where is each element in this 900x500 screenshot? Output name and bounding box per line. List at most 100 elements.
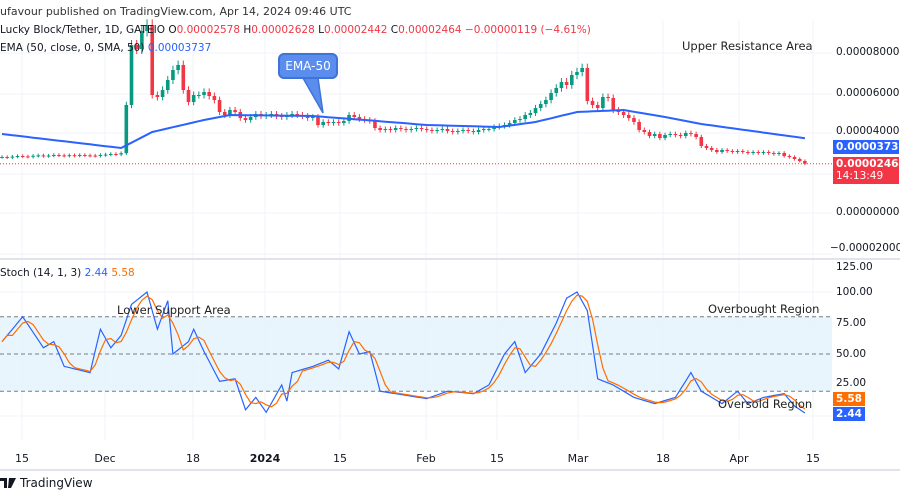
lower-support-label: Lower Support Area [117,303,231,317]
candle-body [523,115,527,119]
change-value: −0.00000119 (−4.61%) [464,24,591,36]
tradingview-footer[interactable]: TradingView [0,476,93,490]
candle-body [621,112,626,115]
candle-body [782,153,786,156]
candle-body [321,122,325,125]
candle-body [352,115,357,117]
price-tick: −0.00002000 [830,242,900,254]
candle-body [181,65,186,90]
open-value: 0.00002578 [176,24,241,36]
candle-body [57,155,61,156]
candle-body [513,120,517,123]
candle-body [305,116,310,118]
oversold-label: Oversold Region [718,397,813,411]
candle-body [554,88,559,93]
candle-body [792,157,797,159]
candle-body [290,114,294,115]
ema-label: EMA (50, close, 0, SMA, 50) [0,42,145,54]
candle-body [746,152,750,153]
time-tick: Mar [567,452,589,465]
candle-body [456,131,460,132]
candle-body [393,128,398,130]
ema-callout-tail [301,77,324,114]
candle-body [186,90,191,102]
candle-body [559,82,564,88]
stoch-k-line [1,290,806,414]
candle-body [326,122,331,123]
candle-body [481,129,486,130]
candle-body [466,130,470,131]
stoch-band-lines [0,316,832,392]
candle-body [756,152,761,153]
candle-body [518,119,522,120]
last-price: 0.00002464 [836,158,900,170]
candle-body [165,80,170,90]
candle-body [150,25,155,95]
candle-body [160,90,165,97]
price-tick: 0.00004000 [836,125,900,137]
stoch-k-value: 2.44 [84,267,108,279]
low-value: 0.00002442 [323,24,388,36]
candle-body [311,117,315,118]
candle-body [487,129,491,130]
candle-body [668,134,673,135]
candle-body [140,31,144,49]
candle-body [720,150,724,152]
candle-body [528,113,533,115]
stoch-k-tag: 2.44 [833,407,865,421]
candle-body [652,134,657,136]
stoch-tick: 125.00 [836,261,873,273]
candle-body [414,128,419,129]
candle-body [77,155,82,156]
candle-body [72,155,77,157]
overbought-label: Overbought Region [708,302,820,316]
candle-body [295,114,300,115]
candle-body [83,155,87,156]
candle-body [564,82,569,85]
candle-body [108,154,113,155]
candle-body [419,128,424,129]
candle-body [663,135,667,138]
candle-body [207,92,211,96]
candle-body [461,130,465,131]
candle-body [440,129,445,130]
candle-body [492,127,496,129]
price-tick: 0.00006000 [836,87,900,99]
candle-body [590,101,595,105]
open-label: O [168,24,177,36]
candle-body [383,129,388,130]
candle-body [233,110,237,112]
candle-body [41,155,46,157]
candle-body [134,45,139,49]
candle-body [212,96,217,100]
candle-body [145,25,149,31]
candle-body [197,95,201,96]
candle-body [683,133,688,136]
candle-body [191,95,196,102]
candle-body [129,45,134,105]
close-value: 0.00002464 [398,24,462,36]
upper-resistance-label: Upper Resistance Area [682,39,813,53]
candle-body [357,117,362,119]
candle-body [202,92,206,95]
candle-body [5,157,9,158]
ema-50-callout: EMA-50 [278,53,338,79]
stoch-tick: 100.00 [836,286,873,298]
time-tick: 18 [656,452,670,465]
candle-body [336,122,341,123]
stoch-tick: 75.00 [836,317,867,329]
candle-body [476,130,481,132]
tradingview-logo-icon [0,478,16,488]
candle-body [740,151,745,152]
candle-body [243,118,248,120]
candle-body [331,122,336,123]
candle-body [647,132,652,136]
symbol-legend: Lucky Block/Tether, 1D, GATEIO O0.000025… [0,24,591,36]
candle-body [642,130,647,132]
candle-body [585,68,590,101]
candle-body [373,121,377,128]
ema-price-tag: 0.00003737 [833,140,900,154]
candle-body [62,155,66,157]
candle-body [52,155,56,156]
